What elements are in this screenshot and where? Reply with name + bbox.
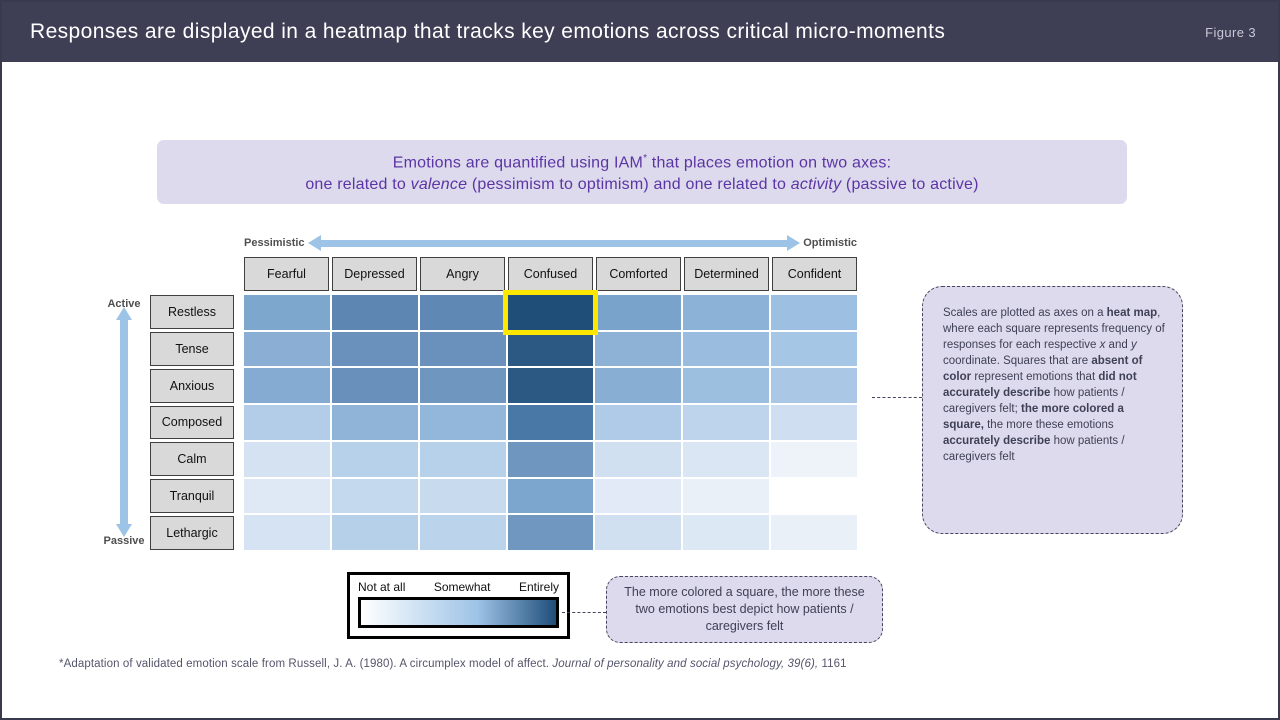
heatmap-cell-tense-confident — [771, 331, 857, 367]
heatmap-cell-anxious-depressed — [331, 368, 418, 404]
heatmap-cell-anxious-fearful — [244, 368, 330, 404]
heatmap-cell-calm-confused — [507, 441, 594, 477]
legend-explainer-callout: The more colored a square, the more thes… — [606, 576, 883, 643]
footnote: *Adaptation of validated emotion scale f… — [59, 658, 847, 670]
heatmap-explainer-callout: Scales are plotted as axes on a heat map… — [922, 286, 1183, 534]
heatmap-cell-anxious-confident — [771, 368, 857, 404]
heatmap-cell-lethargic-determined — [683, 515, 770, 550]
heatmap-cell-restless-depressed — [331, 295, 418, 330]
heatmap-cell-tranquil-angry — [419, 478, 506, 514]
heatmap-cell-restless-comforted — [595, 295, 682, 330]
heatmap-cell-calm-depressed — [331, 441, 418, 477]
heatmap-cell-tense-depressed — [331, 331, 418, 367]
legend-label-mid: Somewhat — [433, 580, 491, 594]
connector-legend-to-callout — [562, 612, 606, 613]
heatmap-cell-anxious-angry — [419, 368, 506, 404]
column-headers: Fearful Depressed Angry Confused Comforted De… — [244, 257, 857, 291]
heatmap-cell-tense-comforted — [595, 331, 682, 367]
row-label-tense: Tense — [150, 331, 234, 366]
column-header-comforted: Comforted — [596, 257, 681, 291]
heatmap-cell-tense-angry — [419, 331, 506, 367]
heatmap-cell-lethargic-depressed — [331, 515, 418, 550]
heatmap-cell-restless-confused — [507, 295, 594, 330]
valence-axis: Pessimistic Optimistic — [244, 235, 857, 251]
heatmap-cell-anxious-determined — [683, 368, 770, 404]
valence-axis-label-optimistic: Optimistic — [803, 237, 857, 249]
row-label-restless: Restless — [150, 295, 234, 329]
heatmap-cell-composed-angry — [419, 405, 506, 440]
valence-axis-label-pessimistic: Pessimistic — [244, 237, 305, 249]
page-title: Responses are displayed in a heatmap tha… — [30, 20, 946, 43]
heatmap-cell-lethargic-confused — [507, 515, 594, 550]
heatmap-cell-composed-confused — [507, 405, 594, 440]
heatmap-cell-tranquil-determined — [683, 478, 770, 514]
heatmap-cell-anxious-confused — [507, 368, 594, 404]
column-header-depressed: Depressed — [332, 257, 417, 291]
heatmap-cell-lethargic-comforted — [595, 515, 682, 550]
column-header-confused: Confused — [508, 257, 593, 291]
legend-gradient-bar — [358, 597, 559, 628]
heatmap-cell-restless-angry — [419, 295, 506, 330]
intro-callout-line1: Emotions are quantified using IAM* that … — [392, 152, 892, 172]
heatmap-cell-calm-determined — [683, 441, 770, 477]
heatmap-cell-restless-determined — [683, 295, 770, 330]
heatmap-cell-calm-confident — [771, 441, 857, 477]
heatmap-cell-tranquil-confident — [771, 478, 857, 514]
row-label-anxious: Anxious — [150, 368, 234, 403]
row-label-composed: Composed — [150, 405, 234, 440]
heatmap-cell-composed-confident — [771, 405, 857, 440]
heatmap-cell-composed-comforted — [595, 405, 682, 440]
activity-axis-arrow-icon — [120, 320, 128, 524]
heatmap-cell-tense-determined — [683, 331, 770, 367]
row-label-lethargic: Lethargic — [150, 516, 234, 550]
heatmap-cell-restless-confident — [771, 295, 857, 330]
column-header-fearful: Fearful — [244, 257, 329, 291]
heatmap-cell-tranquil-comforted — [595, 478, 682, 514]
column-header-confident: Confident — [772, 257, 857, 291]
heatmap-cell-tranquil-confused — [507, 478, 594, 514]
heatmap-cell-lethargic-confident — [771, 515, 857, 550]
heatmap-cell-composed-determined — [683, 405, 770, 440]
heatmap-grid — [244, 295, 857, 550]
activity-axis-label-passive: Passive — [103, 535, 145, 547]
connector-heatmap-to-callout — [872, 397, 922, 398]
row-labels: Restless Tense Anxious Composed Calm Tranquil… — [150, 295, 234, 550]
heatmap-cell-lethargic-fearful — [244, 515, 330, 550]
heatmap-cell-tense-confused — [507, 331, 594, 367]
legend: Not at all Somewhat Entirely — [347, 572, 570, 639]
heatmap-cell-calm-comforted — [595, 441, 682, 477]
header-bar: Responses are displayed in a heatmap tha… — [2, 2, 1278, 62]
legend-label-max: Entirely — [518, 580, 559, 594]
column-header-angry: Angry — [420, 257, 505, 291]
heatmap-cell-tense-fearful — [244, 331, 330, 367]
intro-callout-line2: one related to valence (pessimism to opt… — [305, 176, 979, 194]
heatmap-cell-composed-depressed — [331, 405, 418, 440]
heatmap-cell-anxious-comforted — [595, 368, 682, 404]
heatmap-cell-calm-angry — [419, 441, 506, 477]
heatmap-cell-lethargic-angry — [419, 515, 506, 550]
heatmap-cell-calm-fearful — [244, 441, 330, 477]
legend-label-min: Not at all — [358, 580, 406, 594]
column-header-determined: Determined — [684, 257, 769, 291]
valence-axis-arrow-icon — [320, 239, 788, 247]
heatmap-cell-composed-fearful — [244, 405, 330, 440]
row-label-tranquil: Tranquil — [150, 479, 234, 514]
intro-callout: Emotions are quantified using IAM* that … — [157, 140, 1127, 204]
heatmap-cell-tranquil-fearful — [244, 478, 330, 514]
heatmap-cell-restless-fearful — [244, 295, 330, 330]
legend-labels: Not at all Somewhat Entirely — [358, 580, 559, 594]
heatmap-cell-tranquil-depressed — [331, 478, 418, 514]
figure-label: Figure 3 — [1205, 24, 1256, 40]
row-label-calm: Calm — [150, 442, 234, 477]
